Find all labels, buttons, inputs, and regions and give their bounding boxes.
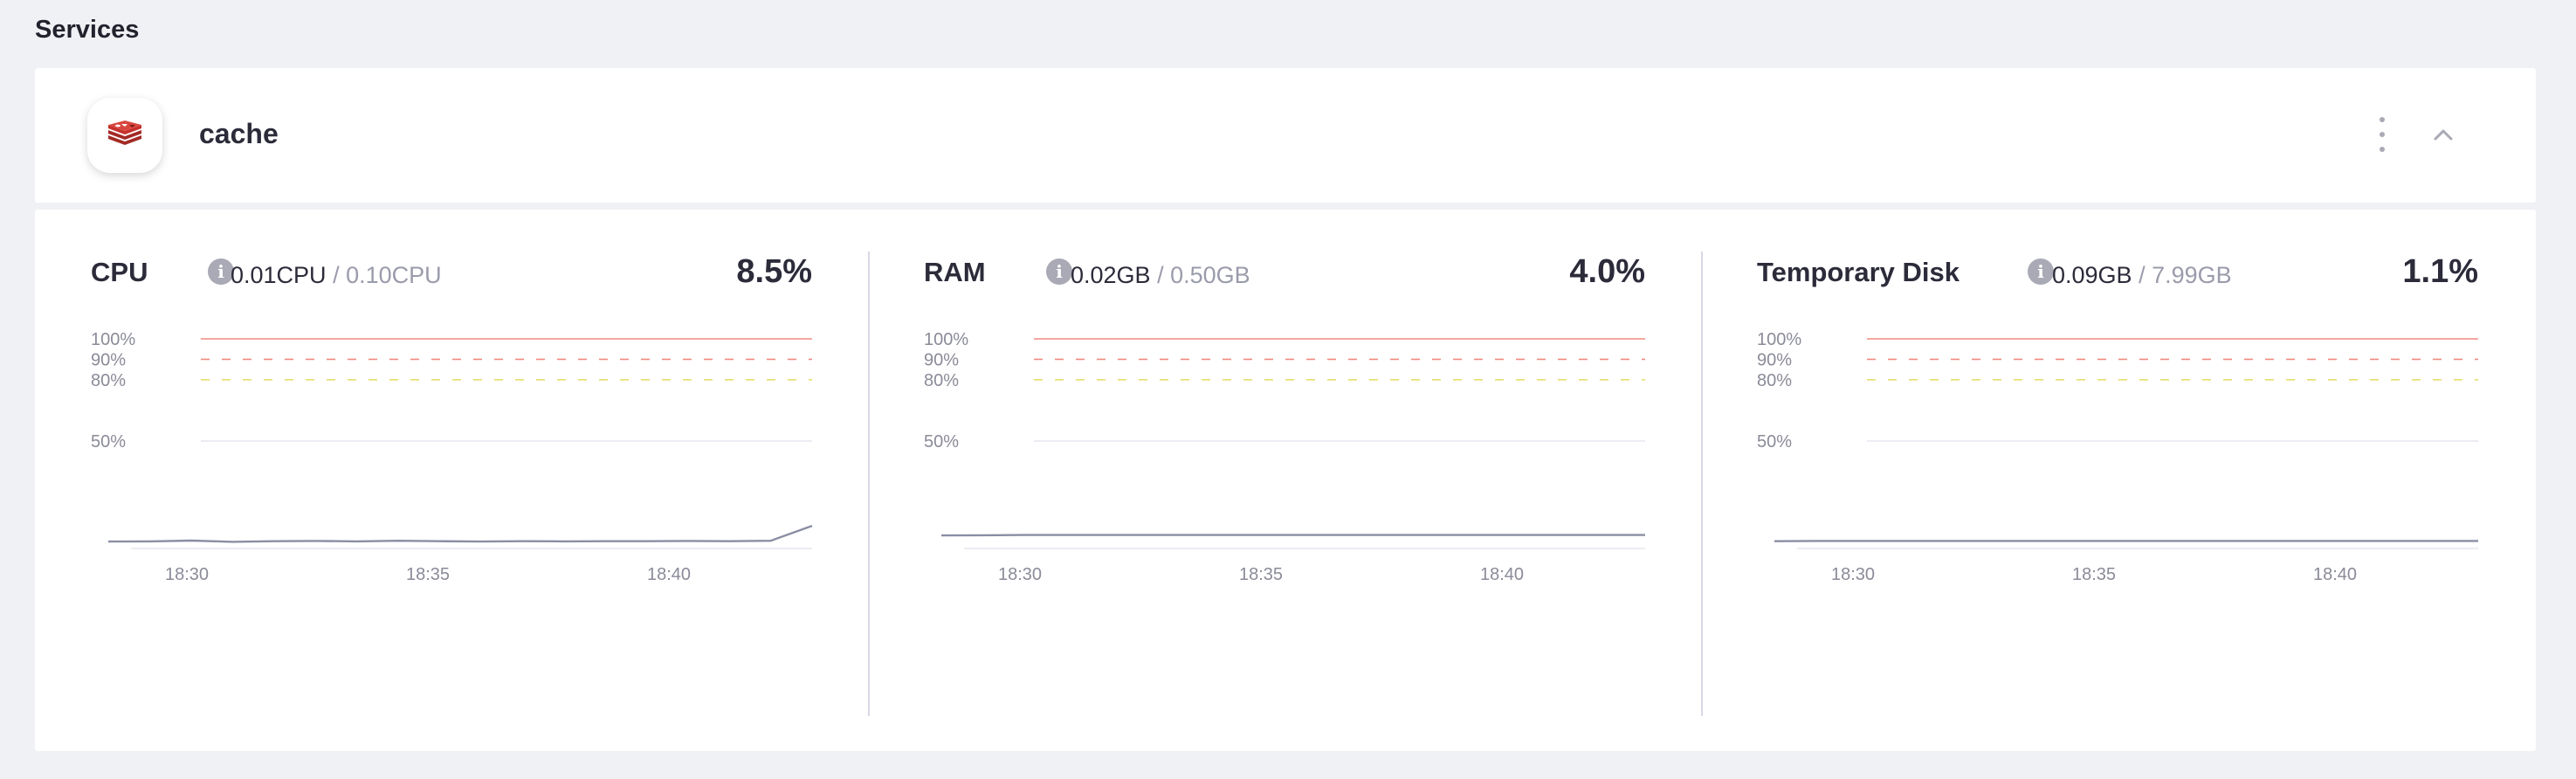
info-icon[interactable]: i <box>208 259 234 285</box>
chevron-up-icon[interactable] <box>2426 119 2461 150</box>
x-axis-tick-label: 18:35 <box>406 565 450 584</box>
info-icon[interactable]: i <box>1046 259 1072 285</box>
temporary-disk-usage-chart: 100%90% 80% 50% 18:30 18:35 18:40 <box>1757 330 2478 584</box>
y-axis-label: 50% <box>924 432 959 452</box>
y-axis-label: 100% <box>924 330 968 349</box>
x-axis-tick-label: 18:30 <box>998 565 1042 584</box>
cpu-panel: CPU i 0.01CPU / 0.10CPU 8.5% 100% 90% 80% 5… <box>35 210 868 751</box>
ram-panel: RAM i 0.02GB / 0.50GB 4.0% 100% 90% 80% 50%… <box>868 210 1701 751</box>
usage-used: 0.09GB <box>2052 262 2132 288</box>
y-axis-label: 80% <box>924 371 959 390</box>
usage-limit: / 0.10CPU <box>333 262 442 288</box>
panel-title: CPU <box>91 257 148 287</box>
usage-limit: / 7.99GB <box>2139 262 2232 288</box>
service-name: cache <box>199 118 279 149</box>
usage-used: 0.02GB <box>1071 262 1151 288</box>
ram-usage-chart: 100%90% 80% 50% 18:30 18:35 18:40 <box>924 330 1645 584</box>
temporary-disk-panel: Temporary Disk i 0.09GB / 7.99GB 1.1% 10… <box>1701 210 2534 751</box>
y-axis-label: 90% <box>91 350 126 369</box>
usage-used: 0.01CPU <box>231 262 327 288</box>
x-axis-tick-label: 18:30 <box>1831 565 1875 584</box>
usage-percent: 8.5% <box>736 253 812 290</box>
panel-title: RAM <box>924 257 986 287</box>
usage-percent: 1.1% <box>2402 253 2478 290</box>
x-axis-tick-label: 18:40 <box>2313 565 2357 584</box>
usage-series-line <box>107 524 813 543</box>
panel-title: Temporary Disk <box>1757 257 1960 287</box>
usage-percent: 4.0% <box>1569 253 1645 290</box>
usage-readout: 0.01CPU / 0.10CPU <box>231 262 442 289</box>
metrics-card: CPU i 0.01CPU / 0.10CPU 8.5% 100% 90% 80% 5… <box>35 210 2536 751</box>
usage-readout: 0.09GB / 7.99GB <box>2052 262 2232 289</box>
panel-divider <box>1701 252 1703 716</box>
y-axis-label: 80% <box>91 371 126 390</box>
info-icon[interactable]: i <box>2028 259 2054 285</box>
y-axis-label: 80% <box>1757 371 1792 390</box>
usage-series-line <box>940 534 1645 537</box>
panel-divider <box>868 252 870 716</box>
page-title: Services <box>35 16 140 44</box>
service-icon-badge <box>87 98 162 173</box>
more-options-icon[interactable] <box>2375 117 2389 152</box>
y-axis-label: 90% <box>924 350 959 369</box>
y-axis-label: 100% <box>91 330 135 349</box>
y-axis-label: 50% <box>1757 432 1792 452</box>
x-axis-tick-label: 18:40 <box>1480 565 1524 584</box>
y-axis-label: 90% <box>1757 350 1792 369</box>
cpu-usage-chart: 100%90% 80% 50% 18:30 18:35 18:40 <box>91 330 813 584</box>
usage-readout: 0.02GB / 0.50GB <box>1071 262 1250 289</box>
usage-limit: / 0.50GB <box>1157 262 1250 288</box>
y-axis-label: 50% <box>91 432 126 452</box>
redis-icon <box>108 121 141 145</box>
x-axis-tick-label: 18:30 <box>165 565 209 584</box>
x-axis-tick-label: 18:40 <box>647 565 691 584</box>
x-axis-tick-label: 18:35 <box>1239 565 1283 584</box>
y-axis-label: 100% <box>1757 330 1801 349</box>
service-header[interactable]: cache <box>35 68 2536 203</box>
x-axis-tick-label: 18:35 <box>2072 565 2116 584</box>
